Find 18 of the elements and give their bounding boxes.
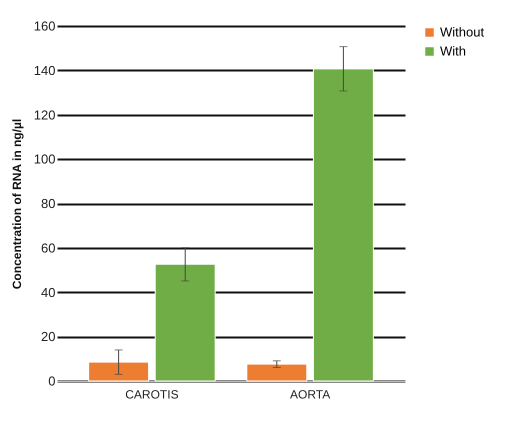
y-tick-label: 120 bbox=[34, 107, 56, 122]
y-tick-label: 0 bbox=[48, 374, 56, 388]
y-tick-label: 80 bbox=[41, 196, 56, 211]
bar bbox=[154, 264, 216, 382]
bar bbox=[246, 364, 308, 382]
y-axis-title: Concentration of RNA in ng/µl bbox=[10, 118, 24, 290]
legend-label: Without bbox=[440, 24, 484, 40]
bar bbox=[312, 68, 374, 382]
y-tick-label: 20 bbox=[41, 329, 56, 344]
y-tick-label: 140 bbox=[34, 62, 56, 78]
x-tick-label: AORTA bbox=[290, 388, 330, 402]
y-tick-label: 40 bbox=[41, 284, 56, 300]
y-tick-label: 60 bbox=[41, 240, 56, 256]
x-tick-label: CAROTIS bbox=[125, 388, 179, 402]
y-tick-label: 100 bbox=[34, 152, 56, 167]
y-tick-label: 160 bbox=[34, 18, 56, 34]
bar bbox=[88, 362, 150, 382]
legend-label: With bbox=[440, 44, 466, 58]
